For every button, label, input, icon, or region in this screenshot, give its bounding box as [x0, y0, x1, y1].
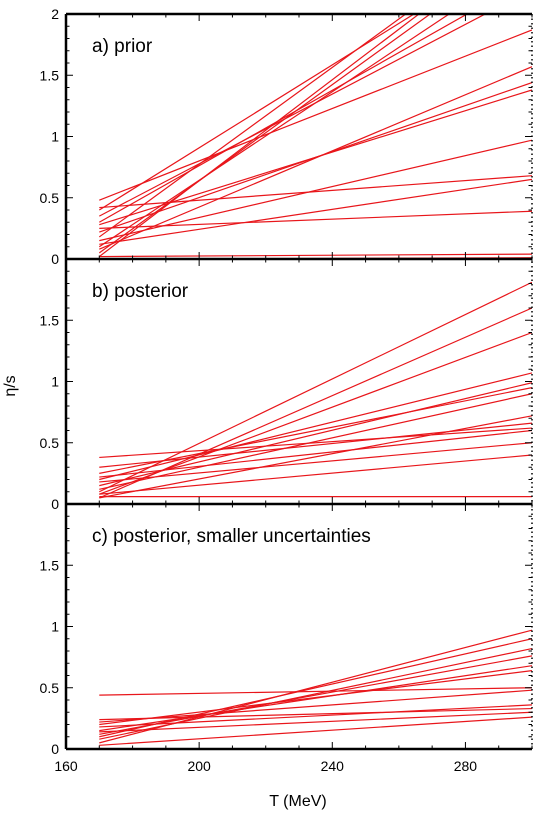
panel-c-series-line-8	[99, 689, 532, 723]
panel-a-series	[98, 14, 532, 259]
panel-c-label: c) posterior, smaller uncertainties	[92, 526, 371, 547]
panel-b-y-tick-label: 0	[51, 496, 59, 512]
panel-b-y-tick-label: 1	[51, 374, 59, 390]
panel-a-series-line-7	[99, 14, 487, 217]
panel-b-series-line-12	[99, 442, 532, 483]
panel-a-y-tick-label: 0	[51, 251, 59, 267]
panel-a-series-line-8	[99, 29, 532, 201]
x-axis-title: T (MeV)	[269, 793, 326, 810]
panel-a-series-line-4	[98, 14, 469, 223]
panel-c-y-tick-label: 0	[51, 741, 59, 757]
x-tick-label: 240	[321, 758, 345, 774]
panel-a-label: a) prior	[92, 36, 153, 57]
panel-b-series-line-7	[99, 393, 532, 490]
x-tick-label: 280	[454, 758, 478, 774]
panel-b-series-line-11	[99, 429, 532, 478]
panel-b: b) posterior 0 0.5 1 1.5	[40, 258, 532, 512]
panel-a: a) prior 0 0.5 1 1.5 2	[40, 6, 532, 267]
panel-a-y-tick-label: 1.5	[40, 67, 60, 83]
panel-b-series-line-13	[99, 454, 532, 495]
panel-c-series-line-11	[99, 711, 532, 733]
panel-a-series-line-2	[98, 14, 432, 254]
panel-b-series	[99, 281, 532, 499]
panel-c-series-line-2	[99, 638, 532, 738]
panel-c-series-line-6	[99, 670, 532, 726]
panel-a-series-line-14	[99, 178, 532, 245]
panel-b-series-line-4	[99, 372, 532, 481]
panel-a-series-line-1	[98, 14, 407, 238]
panel-c-y-tick-label: 0.5	[40, 680, 60, 696]
panel-a-y-tick-label: 2	[51, 6, 59, 22]
panel-b-series-line-2	[99, 307, 532, 499]
panel-a-series-line-5	[98, 14, 416, 211]
panel-a-series-line-6	[98, 14, 420, 258]
panel-c-series-line-12	[99, 716, 532, 746]
panel-b-y-tick-label: 1.5	[40, 312, 60, 328]
panel-c-series-line-3	[99, 647, 532, 740]
panel-b-series-line-5	[99, 382, 532, 487]
panel-c-series	[99, 629, 532, 746]
panel-a-series-line-13	[99, 175, 532, 209]
panel-a-y-ticks: 0 0.5 1 1.5 2	[40, 6, 532, 267]
y-axis-title: η/s	[2, 375, 19, 396]
panel-b-series-line-8	[99, 415, 532, 499]
panel-c-series-line-9	[99, 704, 532, 728]
panel-a-y-tick-label: 0.5	[40, 190, 60, 206]
x-ticks: 160 200 240 280	[54, 14, 533, 774]
x-tick-label: 200	[187, 758, 211, 774]
panel-b-y-tick-label: 0.5	[40, 435, 60, 451]
panel-b-series-line-6	[99, 387, 532, 474]
panel-c-series-line-4	[99, 655, 532, 735]
panel-a-series-line-11	[99, 89, 532, 226]
panel-b-series-line-9	[99, 422, 532, 468]
panel-b-series-line-10	[99, 427, 532, 459]
panel-a-series-line-15	[99, 210, 532, 229]
panel-c-y-tick-label: 1	[51, 619, 59, 635]
x-tick-label: 160	[54, 758, 78, 774]
panel-c-y-tick-label: 1.5	[40, 557, 60, 573]
frames	[64, 12, 533, 751]
panel-c-series-line-5	[99, 665, 532, 732]
panel-b-label: b) posterior	[92, 281, 189, 302]
panel-a-y-tick-label: 1	[51, 129, 59, 145]
panel-a-series-line-12	[99, 139, 532, 242]
panel-b-series-line-1	[99, 281, 532, 493]
panel-a-series-line-16	[99, 253, 532, 258]
panel-c-series-line-7	[99, 687, 532, 696]
panel-b-series-line-3	[99, 331, 532, 495]
panel-c: c) posterior, smaller uncertainties 0 0.5…	[40, 503, 532, 757]
panel-c-series-line-10	[99, 707, 532, 721]
